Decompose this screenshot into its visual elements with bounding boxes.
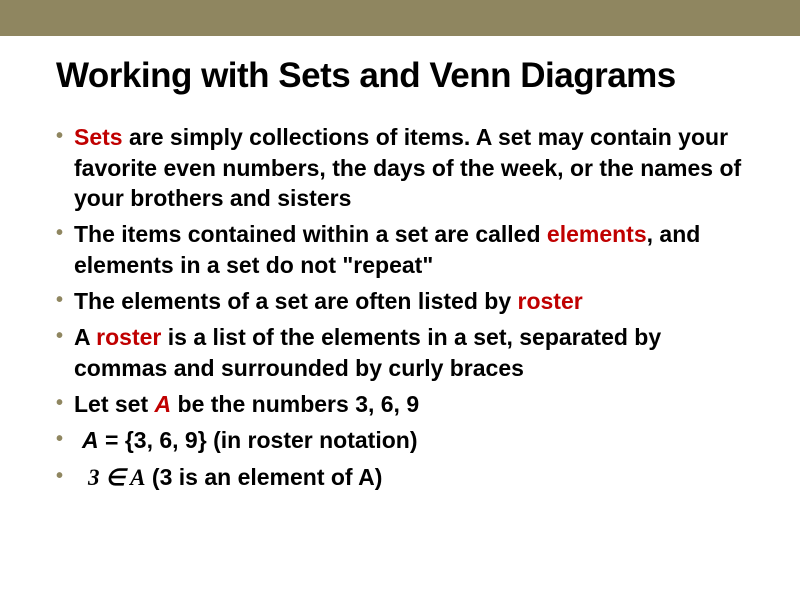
accent-bar xyxy=(0,0,800,36)
bullet-item: Sets are simply collections of items. A … xyxy=(56,122,750,213)
highlight-roster: roster xyxy=(96,324,161,350)
highlight-roster: roster xyxy=(518,288,583,314)
slide-title: Working with Sets and Venn Diagrams xyxy=(56,56,750,96)
bullet-text: are simply collections of items. A set m… xyxy=(74,124,741,211)
bullet-text: Let set xyxy=(74,391,155,417)
highlight-sets: Sets xyxy=(74,124,123,150)
bullet-item: Let set A be the numbers 3, 6, 9 xyxy=(56,389,750,419)
bullet-list: Sets are simply collections of items. A … xyxy=(56,122,750,493)
bullet-item: The items contained within a set are cal… xyxy=(56,219,750,280)
bullet-text: The elements of a set are often listed b… xyxy=(74,288,518,314)
bullet-item: 3 ∈ A (3 is an element of A) xyxy=(56,462,750,493)
bullet-item: A = {3, 6, 9} (in roster notation) xyxy=(56,425,750,455)
bullet-text: = {3, 6, 9} (in roster notation) xyxy=(99,427,418,453)
bullet-item: The elements of a set are often listed b… xyxy=(56,286,750,316)
slide-body: Working with Sets and Venn Diagrams Sets… xyxy=(0,36,800,493)
bullet-text: (3 is an element of A) xyxy=(146,464,383,490)
set-A-italic: A xyxy=(82,427,99,453)
highlight-elements: elements xyxy=(547,221,647,247)
highlight-A: A xyxy=(155,391,172,417)
bullet-text: A xyxy=(74,324,96,350)
bullet-text: is a list of the elements in a set, sepa… xyxy=(74,324,661,380)
bullet-item: A roster is a list of the elements in a … xyxy=(56,322,750,383)
bullet-text: be the numbers 3, 6, 9 xyxy=(171,391,419,417)
math-element-of: 3 ∈ A xyxy=(88,465,146,490)
bullet-text: The items contained within a set are cal… xyxy=(74,221,547,247)
